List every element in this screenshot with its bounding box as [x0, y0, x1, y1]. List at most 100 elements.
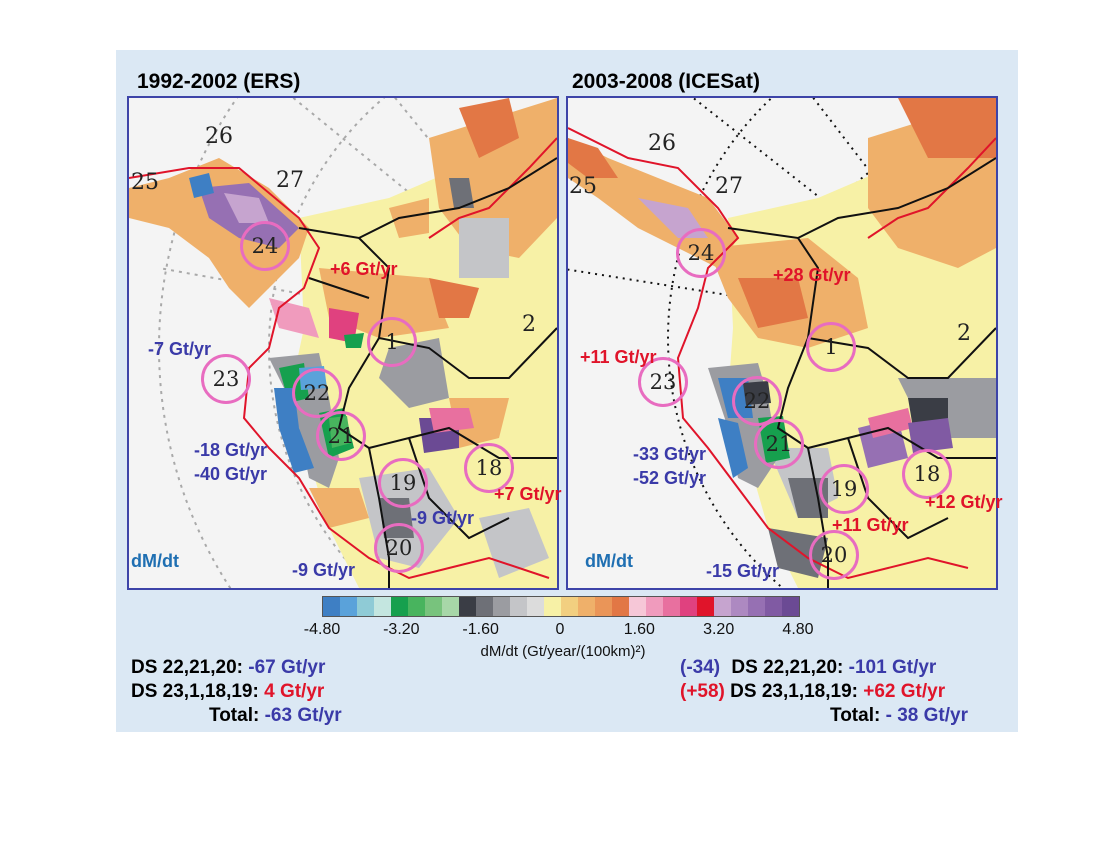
colorbar-swatch — [323, 597, 340, 616]
colorbar-swatch — [561, 597, 578, 616]
summary-value: - 38 Gt/yr — [885, 705, 968, 726]
colorbar-swatch — [697, 597, 714, 616]
summary-label: Total: — [209, 705, 260, 726]
basin-circle: 19 — [819, 464, 869, 514]
colorbar-swatch — [527, 597, 544, 616]
summary-diff: (+58) — [680, 681, 725, 702]
colorbar-tick-label: 4.80 — [782, 621, 814, 638]
basin-circle: 22 — [732, 376, 782, 426]
colorbar-swatch — [493, 597, 510, 616]
basin-20-change: -15 Gt/yr — [706, 561, 780, 581]
summary-label: Total: — [830, 705, 881, 726]
dmdt-label: dM/dt — [131, 551, 179, 571]
colorbar-swatch — [612, 597, 629, 616]
summary-label: DS 23,1,18,19: — [730, 681, 858, 702]
sector-number: 27 — [715, 174, 743, 199]
summary-right-row1: (-34) DS 22,21,20: -101 Gt/yr — [680, 657, 936, 679]
colorbar-tick-label: 1.60 — [623, 621, 655, 638]
basin-21-change: -40 Gt/yr — [194, 464, 268, 484]
basin-circle: 23 — [201, 354, 251, 404]
basin-21-change: -52 Gt/yr — [633, 468, 707, 488]
sector-number: 2 — [957, 321, 971, 346]
summary-value: -67 Gt/yr — [248, 657, 326, 678]
colorbar-swatch — [357, 597, 374, 616]
summary-label: DS 23,1,18,19: — [131, 681, 259, 702]
colorbar-swatch — [510, 597, 527, 616]
colorbar-swatch — [391, 597, 408, 616]
basin-20-change: -9 Gt/yr — [292, 560, 356, 580]
basin-22-change: -33 Gt/yr — [633, 444, 707, 464]
colorbar-label: dM/dt (Gt/year/(100km)²) — [480, 643, 646, 660]
colorbar-swatch — [646, 597, 663, 616]
summary-value: -101 Gt/yr — [848, 657, 937, 678]
basin-circle: 1 — [806, 322, 856, 372]
basin-circle: 1 — [367, 317, 417, 367]
colorbar-swatch — [374, 597, 391, 616]
basin-circle: 22 — [292, 368, 342, 418]
basin-circle: 21 — [316, 411, 366, 461]
basin-circle: 24 — [676, 228, 726, 278]
colorbar-swatch — [459, 597, 476, 616]
right-map-panel: 26 25 27 2 24 1 23 22 21 19 18 20 dM/dt — [566, 96, 998, 590]
basin-circle: 23 — [638, 357, 688, 407]
summary-diff: (-34) — [680, 657, 721, 678]
colorbar-swatch — [765, 597, 782, 616]
sector-number: 27 — [276, 168, 304, 193]
sector-number: 25 — [131, 170, 159, 195]
summary-value: 4 Gt/yr — [264, 681, 325, 702]
basin-18-change: +7 Gt/yr — [494, 484, 562, 504]
summary-label: DS 22,21,20: — [731, 657, 844, 678]
colorbar-swatch — [578, 597, 595, 616]
colorbar-tick-label: 3.20 — [703, 621, 735, 638]
colorbar-tick-label: 0 — [555, 621, 565, 638]
colorbar-swatch — [680, 597, 697, 616]
left-map-graphic — [129, 98, 557, 588]
sector-number: 2 — [522, 312, 536, 337]
sector-number: 26 — [205, 124, 233, 149]
colorbar-swatch — [731, 597, 748, 616]
basin-1-change: +6 Gt/yr — [330, 259, 398, 279]
colorbar-swatch — [340, 597, 357, 616]
basin-23-change: +11 Gt/yr — [580, 347, 657, 367]
sector-number: 26 — [648, 131, 676, 156]
basin-circle: 19 — [378, 458, 428, 508]
basin-19-change: -9 Gt/yr — [411, 508, 475, 528]
colorbar-swatch — [595, 597, 612, 616]
sector-number: 25 — [569, 174, 597, 199]
basin-1-change: +28 Gt/yr — [773, 265, 851, 285]
right-map-graphic — [568, 98, 996, 588]
colorbar-swatch — [663, 597, 680, 616]
summary-left-total: Total: -63 Gt/yr — [209, 705, 342, 727]
colorbar-tick-label: -4.80 — [303, 621, 341, 638]
dmdt-label: dM/dt — [585, 551, 633, 571]
colorbar-swatch — [748, 597, 765, 616]
summary-value: -63 Gt/yr — [264, 705, 342, 726]
left-panel-title: 1992-2002 (ERS) — [137, 70, 301, 93]
colorbar-swatch — [544, 597, 561, 616]
colorbar-tick-label: -1.60 — [462, 621, 499, 638]
colorbar-swatch — [476, 597, 493, 616]
basin-circle: 18 — [464, 443, 514, 493]
basin-19-change: +11 Gt/yr — [832, 515, 909, 535]
summary-left-row2: DS 23,1,18,19: 4 Gt/yr — [131, 681, 324, 703]
colorbar-swatch — [442, 597, 459, 616]
colorbar-swatch — [629, 597, 646, 616]
summary-left-row1: DS 22,21,20: -67 Gt/yr — [131, 657, 325, 679]
basin-23-change: -7 Gt/yr — [148, 339, 212, 359]
left-map-panel: 26 27 25 2 24 1 23 22 21 19 18 20 dM/dt — [127, 96, 559, 590]
summary-right-row2: (+58) DS 23,1,18,19: +62 Gt/yr — [680, 681, 945, 703]
colorbar-tick-label: -3.20 — [383, 621, 420, 638]
colorbar-swatch — [714, 597, 731, 616]
right-panel-title: 2003-2008 (ICESat) — [572, 70, 760, 93]
basin-circle: 24 — [240, 221, 290, 271]
basin-18-change: +12 Gt/yr — [925, 492, 1003, 512]
colorbar-swatch — [782, 597, 799, 616]
summary-label: DS 22,21,20: — [131, 657, 243, 678]
basin-22-change: -18 Gt/yr — [194, 440, 268, 460]
basin-circle: 18 — [902, 449, 952, 499]
colorbar — [322, 596, 800, 617]
summary-value: +62 Gt/yr — [863, 681, 946, 702]
basin-circle: 20 — [374, 523, 424, 573]
summary-right-total: Total: - 38 Gt/yr — [830, 705, 968, 727]
basin-circle: 20 — [809, 530, 859, 580]
